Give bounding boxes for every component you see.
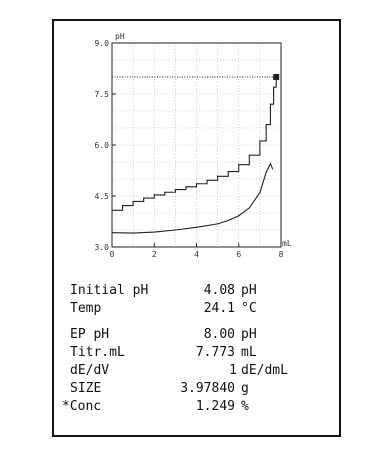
ph-point — [238, 164, 240, 166]
ph-point — [265, 124, 267, 126]
size-row: SIZE 3.97840 g — [54, 381, 339, 399]
y-axis-ticks: 3.0 4.5 6.0 7.5 9.0 — [95, 39, 116, 252]
titration-report: 3.0 4.5 6.0 7.5 9.0 0 2 4 6 8 pH mL Initial pH 4… — [52, 19, 341, 437]
derivative-point — [271, 168, 274, 170]
x-tick-label: 8 — [279, 250, 284, 259]
titr-row: Titr.mL 7.773 mL — [54, 345, 339, 363]
derivative-point — [269, 163, 272, 165]
ph-point — [143, 197, 145, 199]
ph-point — [185, 186, 187, 188]
conc-unit: % — [241, 399, 249, 414]
derivative-curve — [111, 162, 274, 234]
x-tick-label: 4 — [194, 250, 199, 259]
endpoint-marker — [273, 74, 280, 80]
ph-point — [206, 179, 208, 181]
ph-point — [121, 204, 124, 207]
derivative-point — [153, 231, 155, 233]
ph-point — [164, 191, 166, 193]
y-axis-label: pH — [115, 32, 125, 41]
x-tick-label: 6 — [236, 250, 241, 259]
initial-ph-unit: pH — [241, 283, 257, 298]
dedv-row: dE/dV 1 dE/dmL — [54, 363, 339, 381]
titr-label: Titr.mL — [70, 345, 125, 360]
ph-point — [269, 103, 272, 105]
size-unit: g — [241, 381, 249, 396]
ph-point — [217, 175, 219, 177]
ep-ph-unit: pH — [241, 327, 257, 342]
derivative-point — [248, 207, 250, 209]
x-axis-ticks: 0 2 4 6 8 — [110, 243, 284, 259]
x-axis-label: mL — [282, 239, 292, 248]
size-label: SIZE — [70, 381, 102, 396]
temp-label: Temp — [70, 301, 102, 316]
titr-value: 7.773 — [195, 345, 235, 360]
ph-point — [259, 140, 261, 142]
derivative-point — [259, 192, 261, 194]
derivative-point — [238, 215, 240, 217]
temp-value: 24.1 — [203, 301, 235, 316]
y-tick-label: 7.5 — [95, 90, 110, 99]
derivative-point — [111, 232, 113, 234]
ph-point — [132, 200, 134, 203]
ph-point — [195, 183, 198, 185]
ph-point — [248, 154, 250, 156]
ep-ph-row: EP pH 8.00 pH — [54, 327, 339, 345]
derivative-point — [195, 226, 198, 228]
ph-curve — [112, 77, 277, 211]
conc-value: 1.249 — [195, 399, 235, 414]
initial-ph-row: Initial pH 4.08 pH — [54, 283, 339, 301]
derivative-point — [174, 229, 176, 231]
titr-unit: mL — [241, 345, 257, 360]
y-tick-label: 9.0 — [95, 39, 110, 48]
size-value: 3.97840 — [180, 381, 235, 396]
y-tick-label: 3.0 — [95, 243, 110, 252]
dedv-unit: dE/dmL — [241, 363, 288, 378]
conc-label: *Conc — [62, 399, 102, 414]
temp-unit: °C — [241, 301, 257, 316]
chart-grid — [112, 43, 281, 247]
ph-point — [227, 170, 229, 173]
derivative-point — [217, 223, 219, 225]
derivative-point — [265, 171, 267, 173]
y-tick-label: 6.0 — [95, 141, 110, 150]
chart-series — [111, 74, 280, 234]
dedv-value: 1 — [229, 363, 237, 378]
ph-point — [273, 86, 275, 88]
ep-ph-label: EP pH — [70, 327, 110, 342]
temp-row: Temp 24.1 °C — [54, 301, 339, 319]
titration-chart: 3.0 4.5 6.0 7.5 9.0 0 2 4 6 8 pH mL — [95, 32, 292, 259]
x-tick-label: 2 — [152, 250, 157, 259]
ph-point — [153, 194, 155, 196]
x-tick-label: 0 — [110, 250, 115, 259]
ph-point — [111, 209, 113, 211]
initial-ph-label: Initial pH — [70, 283, 149, 298]
derivative-point — [132, 232, 134, 234]
y-tick-label: 4.5 — [95, 192, 110, 201]
ep-ph-value: 8.00 — [203, 327, 235, 342]
derivative-point — [227, 219, 229, 222]
ph-point — [174, 188, 176, 191]
initial-ph-value: 4.08 — [203, 283, 235, 298]
conc-row: *Conc 1.249 % — [54, 399, 339, 417]
dedv-label: dE/dV — [70, 363, 110, 378]
